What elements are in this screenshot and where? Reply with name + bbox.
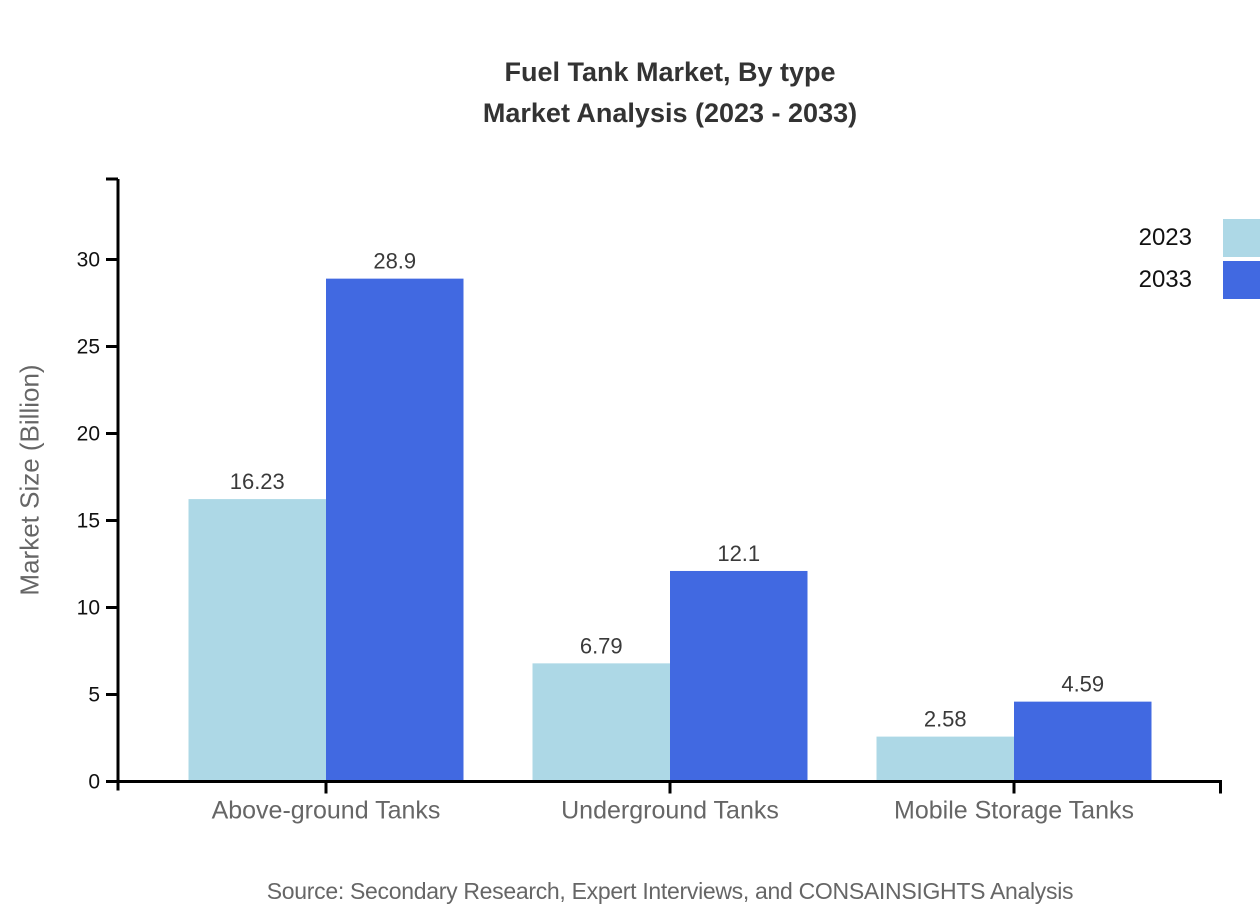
bar-value-label: 2.58 — [924, 707, 967, 732]
category-label: Above-ground Tanks — [212, 797, 441, 825]
legend-item-2023: 2023 — [0, 219, 1260, 257]
bar-2023-mobile-storage-tanks — [876, 736, 1014, 782]
y-tick-label: 5 — [88, 684, 100, 707]
chart-title-line1: Fuel Tank Market, By type — [504, 57, 836, 87]
legend-item-2033: 2033 — [0, 261, 1260, 299]
category-label: Underground Tanks — [561, 797, 779, 825]
bar-2023-above-ground-tanks — [188, 499, 326, 782]
source-attribution: Source: Secondary Research, Expert Inter… — [266, 878, 1074, 904]
y-tick-label: 15 — [77, 510, 100, 533]
chart-title-line2: Market Analysis (2023 - 2033) — [482, 98, 858, 128]
y-tick-label: 25 — [77, 336, 100, 359]
bar-value-label: 28.9 — [373, 249, 416, 274]
y-tick-label: 30 — [77, 249, 100, 272]
bar-value-label: 4.59 — [1061, 672, 1104, 697]
legend-label-2023: 2023 — [1138, 224, 1192, 251]
bar-value-label: 12.1 — [717, 541, 760, 566]
legend-swatch-2033 — [1223, 261, 1260, 299]
legend-label-2033: 2033 — [1138, 266, 1192, 293]
category-label: Mobile Storage Tanks — [894, 797, 1134, 825]
bar-2023-underground-tanks — [532, 663, 670, 782]
y-tick-label: 0 — [88, 771, 100, 794]
y-tick-label: 20 — [77, 423, 100, 446]
chart-title: Fuel Tank Market, By type Market Analysi… — [118, 52, 1222, 134]
bar-2033-above-ground-tanks — [326, 278, 464, 782]
bar-2033-underground-tanks — [670, 570, 808, 782]
bar-value-label: 6.79 — [580, 633, 623, 658]
y-tick-label: 10 — [77, 597, 100, 620]
bar-value-label: 16.23 — [230, 469, 285, 494]
bar-2033-mobile-storage-tanks — [1014, 701, 1152, 782]
legend-swatch-2023 — [1223, 219, 1260, 257]
